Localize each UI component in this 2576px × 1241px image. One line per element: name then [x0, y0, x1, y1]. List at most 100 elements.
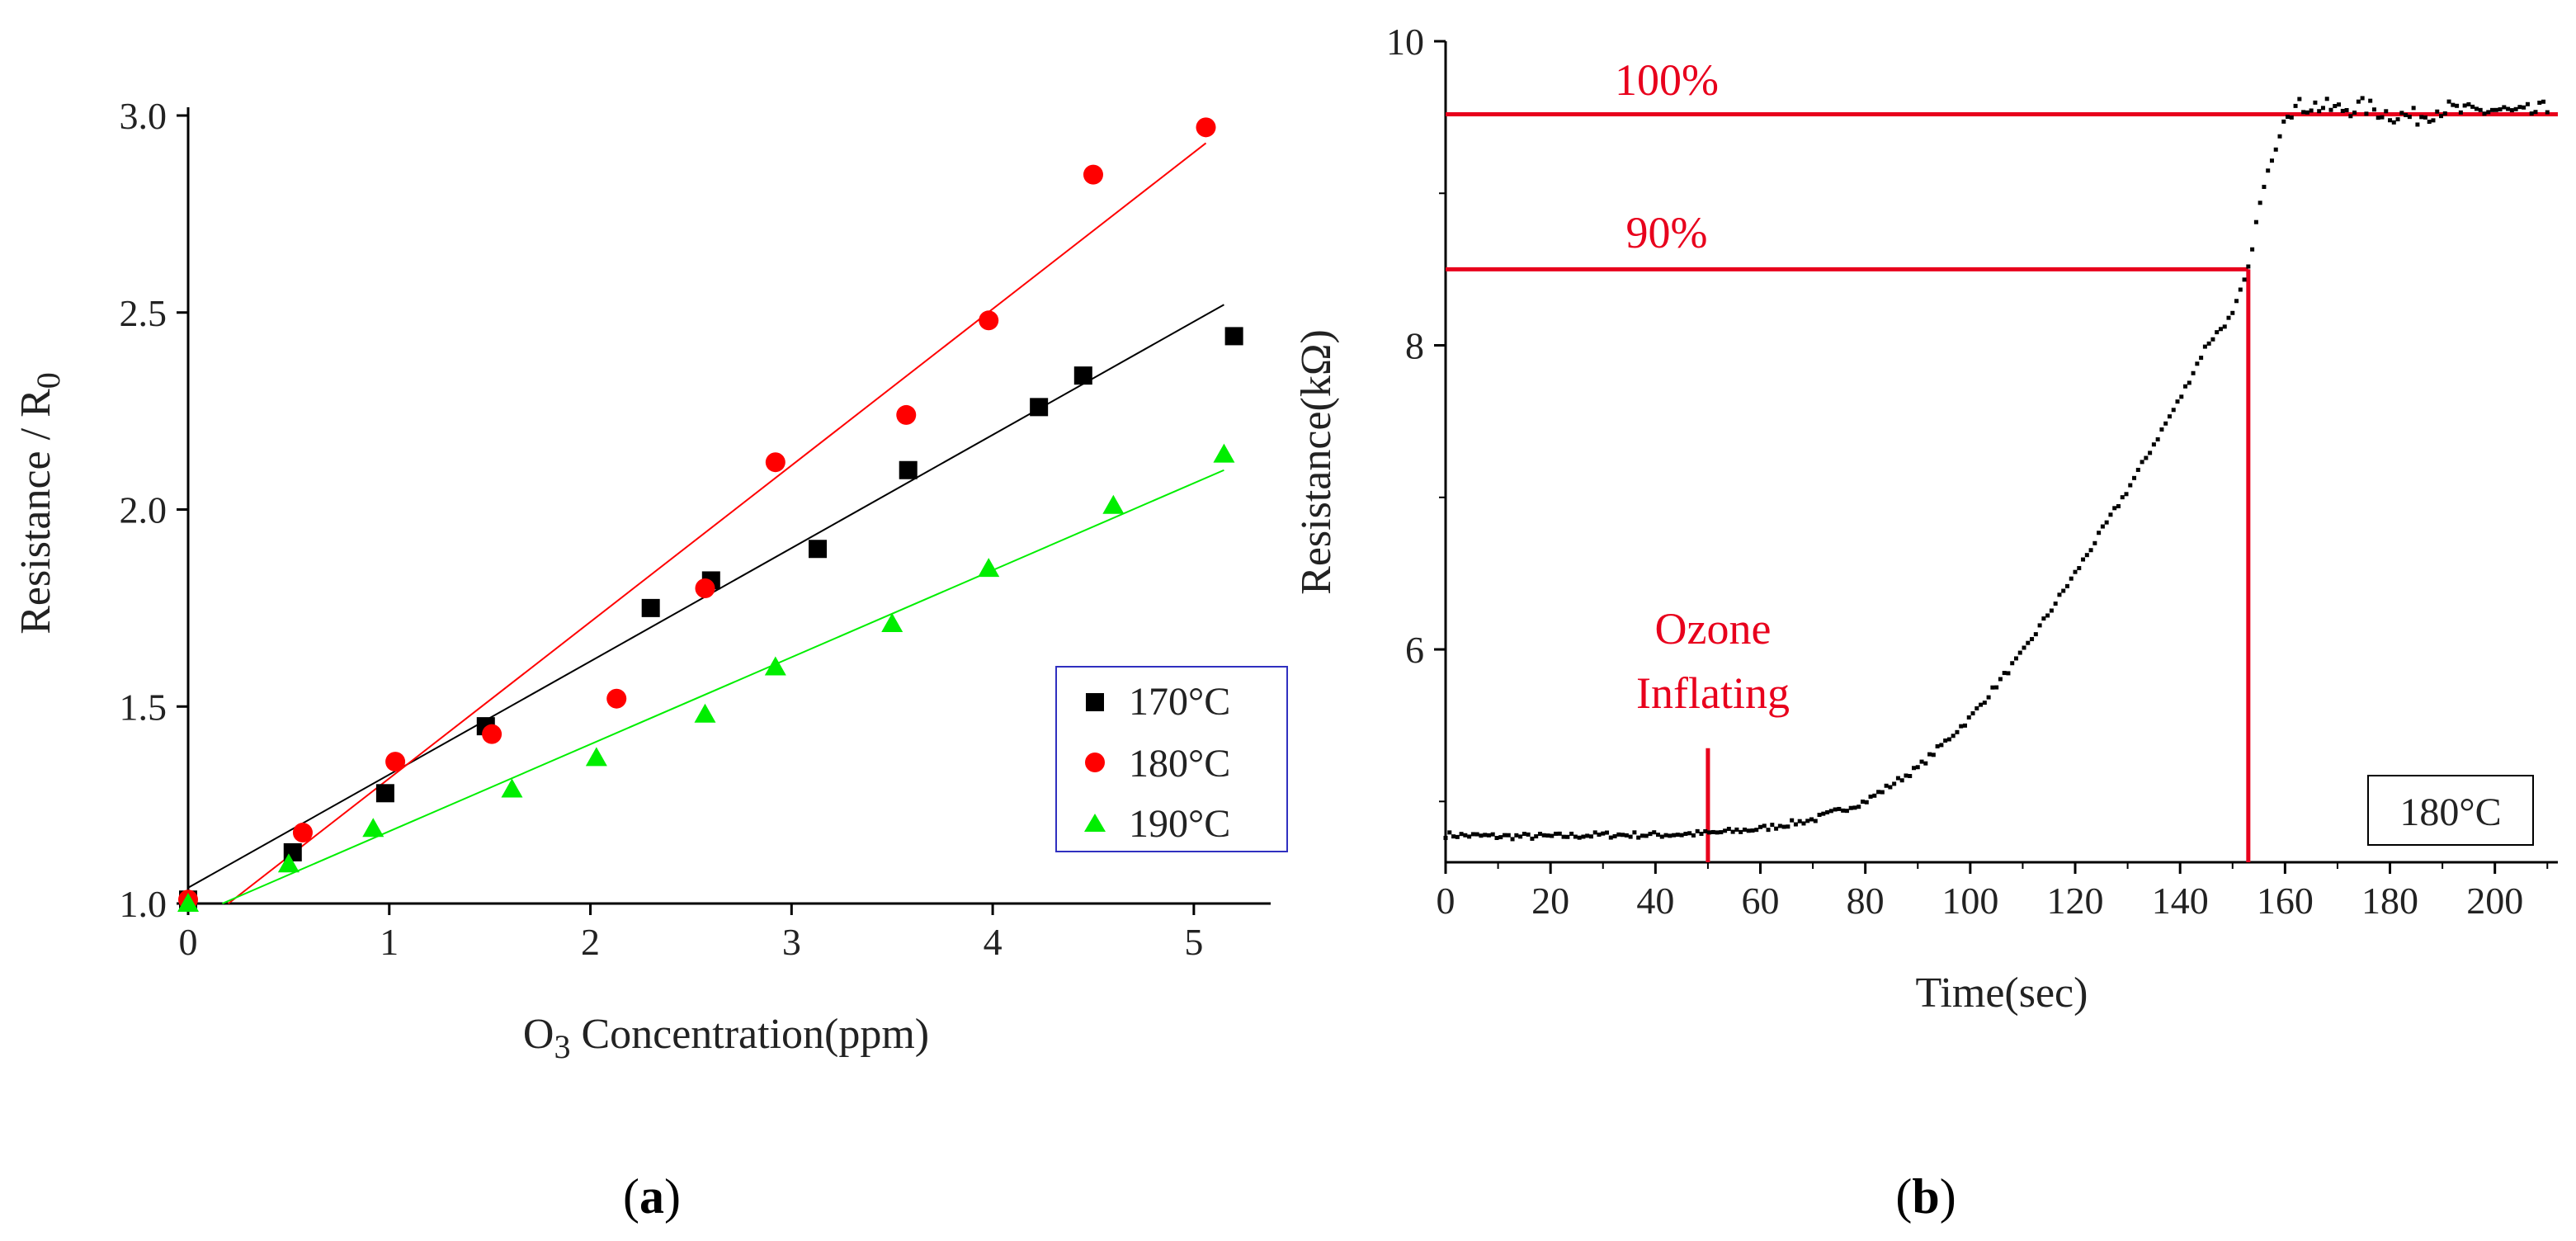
resistance-sample — [2273, 147, 2278, 152]
resistance-sample — [1455, 834, 1460, 839]
resistance-sample — [1774, 826, 1779, 831]
x-tick-label-a: 0 — [179, 921, 198, 963]
resistance-sample — [2506, 106, 2511, 111]
resistance-sample — [1931, 753, 1936, 757]
resistance-sample — [1758, 824, 1763, 829]
resistance-sample — [1876, 790, 1881, 795]
resistance-sample — [1841, 808, 1846, 813]
resistance-sample — [2195, 361, 2200, 366]
resistance-sample — [2120, 495, 2125, 500]
resistance-sample — [1939, 743, 1944, 748]
resistance-sample — [1608, 835, 1613, 840]
resistance-sample — [1663, 833, 1668, 838]
panel-label-b: (b) — [1895, 1169, 1956, 1224]
resistance-sample — [2360, 96, 2365, 101]
resistance-sample — [1915, 765, 1920, 770]
resistance-sample — [1639, 833, 1644, 838]
resistance-sample — [1895, 776, 1900, 781]
resistance-sample — [2002, 671, 2007, 676]
resistance-sample — [2215, 330, 2220, 335]
x-tick-label-a: 5 — [1184, 921, 1203, 963]
axes-a — [177, 107, 1271, 915]
resistance-sample — [1864, 800, 1869, 805]
resistance-sample — [2498, 107, 2503, 112]
resistance-sample — [2159, 427, 2164, 432]
resistance-sample — [2317, 109, 2322, 114]
y-tick-label-a: 2.5 — [120, 292, 167, 334]
resistance-sample — [2301, 110, 2306, 115]
resistance-sample — [2474, 106, 2479, 111]
resistance-sample — [1710, 829, 1715, 834]
y-tick-label-b: 8 — [1405, 325, 1424, 367]
resistance-sample — [1962, 723, 1967, 728]
resistance-sample — [1632, 830, 1637, 835]
resistance-sample — [2242, 277, 2247, 282]
resistance-sample — [1628, 834, 1633, 839]
resistance-sample — [2529, 111, 2534, 116]
resistance-sample — [1793, 822, 1798, 827]
resistance-sample — [2041, 616, 2046, 621]
resistance-sample — [1852, 805, 1857, 810]
resistance-sample — [2431, 118, 2436, 123]
resistance-sample — [1648, 832, 1653, 837]
resistance-sample — [1868, 794, 1873, 799]
resistance-sample — [2356, 99, 2361, 104]
resistance-sample — [1809, 817, 1814, 822]
x-tick-label-b: 200 — [2466, 880, 2523, 922]
resistance-sample — [2135, 467, 2140, 472]
resistance-sample — [2088, 548, 2093, 553]
resistance-sample — [1719, 830, 1724, 835]
resistance-sample — [2328, 107, 2333, 112]
resistance-sample — [2017, 650, 2022, 655]
resistance-sample — [2404, 112, 2409, 117]
resistance-sample — [1911, 766, 1916, 771]
x-tick-label-b: 160 — [2257, 880, 2314, 922]
resistance-sample — [1506, 833, 1511, 838]
resistance-sample — [2187, 380, 2191, 385]
resistance-sample — [1463, 833, 1468, 838]
resistance-sample — [1581, 834, 1586, 839]
resistance-sample — [1908, 774, 1913, 779]
resistance-sample — [2324, 97, 2329, 101]
resistance-sample — [1790, 818, 1795, 823]
resistance-sample — [1892, 781, 1897, 786]
resistance-sample — [1467, 834, 1472, 839]
x-tick-label-b: 140 — [2152, 880, 2209, 922]
resistance-sample — [1588, 834, 1593, 839]
data-point-190 — [764, 656, 786, 676]
resistance-sample — [1550, 833, 1555, 838]
resistance-sample — [1861, 800, 1865, 805]
resistance-sample — [2022, 645, 2026, 650]
resistance-sample — [1786, 824, 1790, 829]
resistance-sample — [2124, 492, 2129, 497]
resistance-sample — [1447, 830, 1452, 835]
resistance-sample — [2006, 671, 2011, 676]
resistance-sample — [1691, 833, 1696, 838]
data-point-180 — [482, 724, 502, 744]
resistance-sample — [1636, 835, 1641, 840]
resistance-sample — [1730, 829, 1735, 834]
resistance-sample — [1770, 823, 1775, 828]
resistance-sample — [2140, 460, 2144, 465]
resistance-sample — [2509, 108, 2514, 113]
resistance-sample — [2057, 592, 2062, 597]
resistance-sample — [2415, 122, 2420, 127]
y-tick-labels-b: 6 8 10 — [1386, 21, 1424, 671]
x-tick-label-b: 20 — [1531, 880, 1569, 922]
resistance-sample — [2191, 370, 2196, 375]
resistance-sample — [2037, 623, 2042, 628]
resistance-sample — [1805, 819, 1810, 823]
resistance-sample — [1943, 738, 1948, 743]
resistance-sample — [2061, 588, 2066, 593]
resistance-sample — [1652, 830, 1657, 835]
resistance-sample — [2262, 184, 2267, 189]
resistance-sample — [2163, 421, 2168, 426]
resistance-sample — [2458, 110, 2463, 115]
level-100-label: 100% — [1615, 55, 1719, 105]
resistance-sample — [1872, 793, 1877, 798]
resistance-sample — [1781, 824, 1786, 829]
resistance-sample — [1474, 832, 1479, 837]
legend-marker-180 — [1085, 753, 1105, 772]
legend-a: 170°C 180°C 190°C — [1055, 666, 1288, 852]
